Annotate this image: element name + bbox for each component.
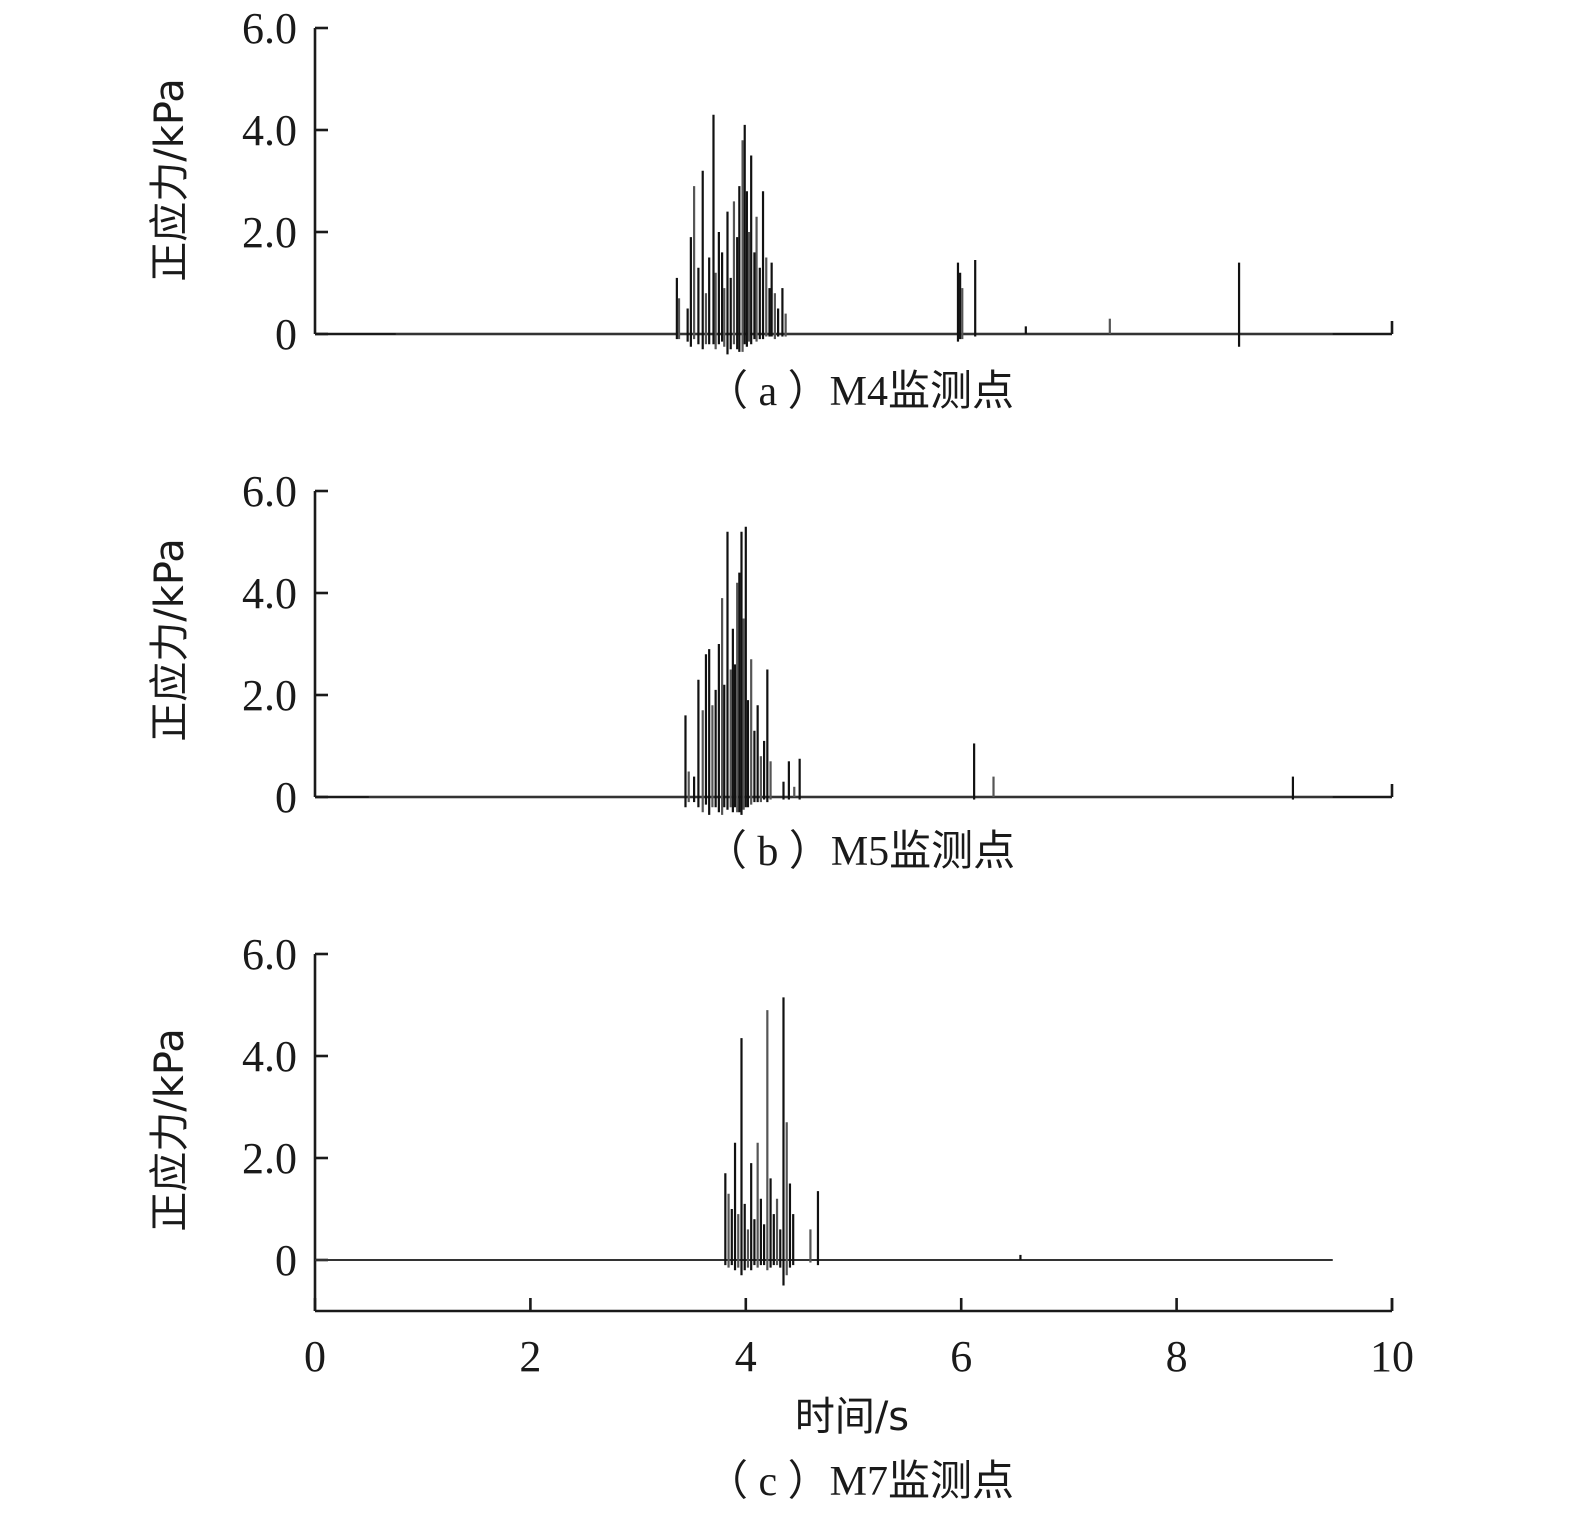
y-tick-label: 4.0 — [242, 569, 297, 618]
y-tick-label: 0 — [275, 310, 297, 359]
panel-caption: （ b ）M5监测点 — [705, 829, 1015, 875]
x-tick-label: 10 — [1370, 1332, 1414, 1381]
panel-caption: （ c ）M7监测点 — [706, 1459, 1014, 1505]
y-tick-label: 4.0 — [242, 1032, 297, 1081]
panel-b: 0 2.0 4.0 6.0 正应力/kPa （ b ）M5监测点 — [147, 467, 1394, 875]
y-tick-label: 0 — [275, 773, 297, 822]
x-tick-label: 6 — [950, 1332, 972, 1381]
x-axis-title: 时间/s — [795, 1394, 909, 1440]
x-tick-label: 2 — [519, 1332, 541, 1381]
y-tick-label: 2.0 — [242, 1134, 297, 1183]
y-axis-title: 正应力/kPa — [147, 538, 193, 741]
x-tick-label: 4 — [735, 1332, 757, 1381]
panel-caption: （ a ）M4监测点 — [706, 369, 1014, 415]
y-tick-label: 2.0 — [242, 208, 297, 257]
y-axis-title: 正应力/kPa — [147, 78, 193, 281]
y-tick-label: 6.0 — [242, 930, 297, 979]
panel-a: 0 2.0 4.0 6.0 正应力/kPa （ a ）M4监测点 — [147, 4, 1394, 415]
y-tick-label: 2.0 — [242, 671, 297, 720]
y-tick-label: 6.0 — [242, 467, 297, 516]
y-tick-label: 6.0 — [242, 4, 297, 53]
y-tick-label: 4.0 — [242, 106, 297, 155]
y-axis-title: 正应力/kPa — [147, 1028, 193, 1231]
x-tick-label: 0 — [304, 1332, 326, 1381]
panel-c: 0 2.0 4.0 6.0 0 2 4 6 8 10 正应力/kPa 时间/s （ c ）M7监测点 — [147, 930, 1414, 1505]
x-tick-label: 8 — [1166, 1332, 1188, 1381]
y-tick-label: 0 — [275, 1236, 297, 1285]
